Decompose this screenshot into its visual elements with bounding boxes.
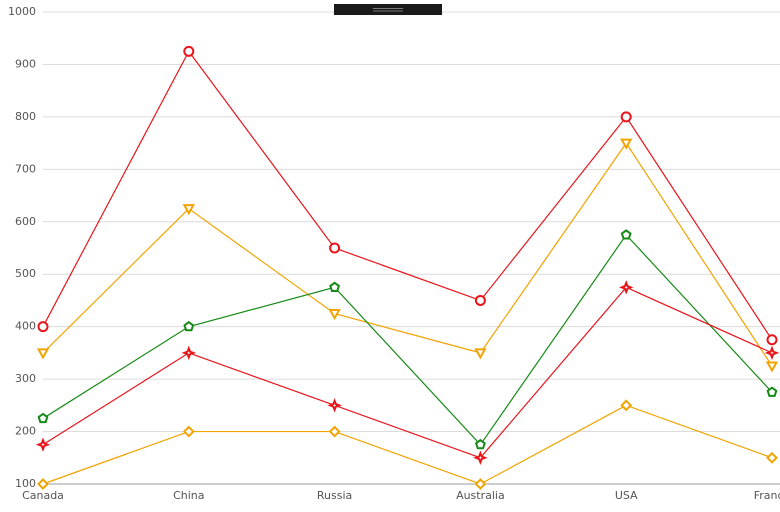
y-tick-label: 100 <box>15 477 36 490</box>
series-line <box>42 142 773 367</box>
x-tick-label: China <box>173 489 204 502</box>
data-point <box>474 294 486 306</box>
data-point <box>182 425 195 438</box>
data-point <box>766 334 778 346</box>
data-point <box>35 437 51 452</box>
data-point <box>766 386 778 397</box>
data-point <box>328 309 341 321</box>
data-point <box>619 138 633 150</box>
y-tick-label: 600 <box>15 215 36 228</box>
data-point <box>183 320 195 332</box>
x-tick-label: USA <box>615 489 638 502</box>
x-tick-label: France <box>754 489 780 502</box>
data-point <box>473 450 488 466</box>
series-line <box>42 286 773 459</box>
data-point <box>474 438 486 450</box>
y-tick-label: 300 <box>15 372 36 385</box>
data-point <box>37 321 49 333</box>
data-point <box>474 478 487 490</box>
data-point <box>327 398 342 413</box>
y-tick-label: 900 <box>15 57 36 70</box>
data-point <box>37 412 49 424</box>
data-point <box>620 111 632 123</box>
data-point <box>620 229 632 240</box>
y-tick-label: 700 <box>15 162 36 175</box>
data-point <box>765 361 779 373</box>
data-point <box>764 345 780 361</box>
series-line <box>42 404 773 485</box>
x-tick-label: Australia <box>456 489 505 502</box>
data-point <box>181 345 197 361</box>
data-point <box>766 451 778 464</box>
y-tick-label: 400 <box>15 320 36 333</box>
data-point <box>329 242 341 254</box>
y-tick-label: 800 <box>15 110 36 123</box>
data-point <box>328 425 341 438</box>
data-point <box>36 348 50 360</box>
zoom-handle[interactable] <box>334 4 442 15</box>
data-point <box>183 45 195 57</box>
y-tick-label: 1000 <box>8 5 36 18</box>
data-point <box>182 204 196 216</box>
data-point <box>618 280 634 295</box>
x-tick-label: Canada <box>22 489 64 502</box>
data-point <box>329 281 341 292</box>
data-point <box>474 348 487 360</box>
y-tick-label: 500 <box>15 267 36 280</box>
data-point <box>620 399 633 412</box>
series-line <box>42 50 773 341</box>
y-tick-label: 200 <box>15 425 36 438</box>
x-tick-label: Russia <box>317 489 352 502</box>
data-point <box>37 478 49 490</box>
series-line <box>42 233 773 446</box>
